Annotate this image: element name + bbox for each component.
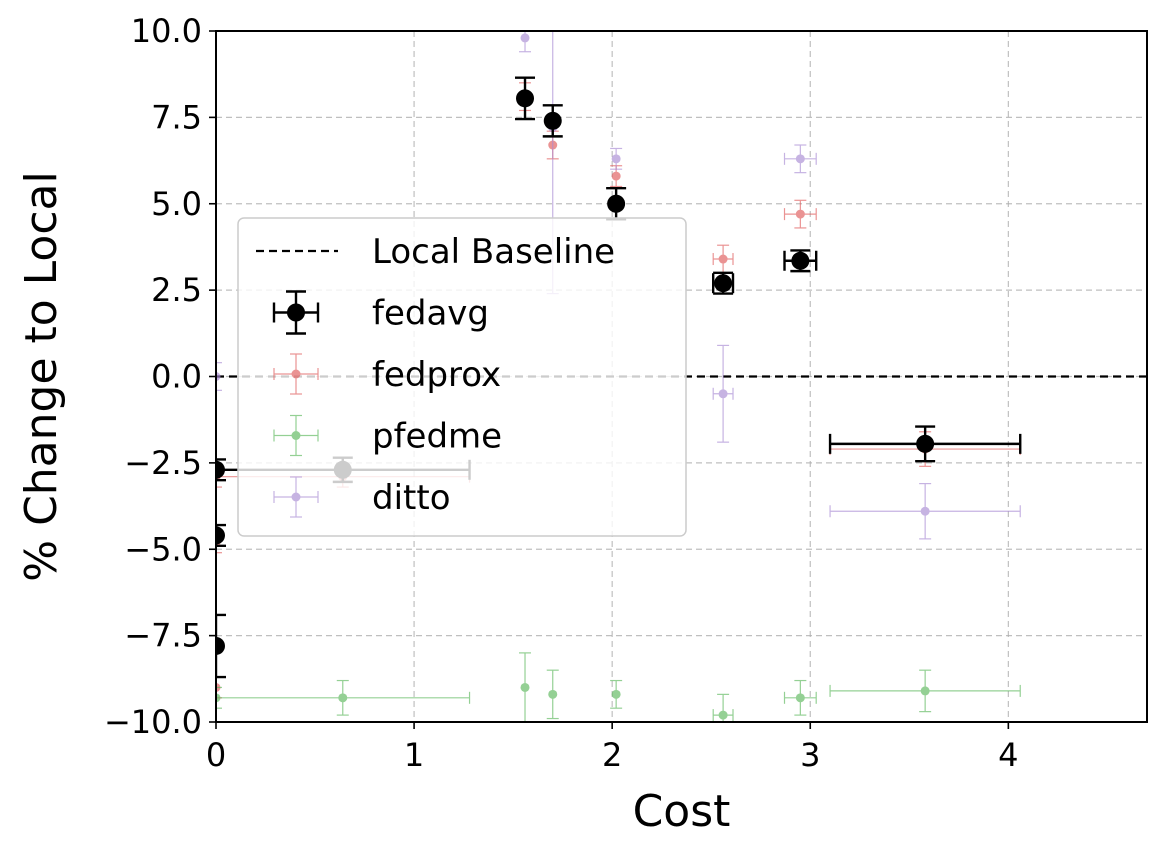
legend-swatch-marker xyxy=(291,369,301,379)
legend-label: pfedme xyxy=(372,417,502,457)
fedprox-marker xyxy=(611,171,621,181)
y-tick-label: −7.5 xyxy=(124,617,202,655)
ditto-marker xyxy=(216,372,221,381)
pfedme-point xyxy=(546,669,559,720)
fedprox-marker xyxy=(718,254,728,264)
y-tick-label: −5.0 xyxy=(124,530,202,568)
ditto-marker xyxy=(718,389,728,399)
y-tick-label: −2.5 xyxy=(124,444,202,482)
legend-label: ditto xyxy=(372,478,451,518)
legend-swatch-pfedme xyxy=(273,414,319,457)
fedprox-marker xyxy=(795,209,805,219)
x-tick-label: 2 xyxy=(602,736,622,774)
legend-swatch-fedprox xyxy=(273,353,319,395)
legend: Local Baseline fedavg fedprox pfedme ditto xyxy=(237,217,687,537)
ditto-point xyxy=(829,483,1021,540)
pfedme-marker xyxy=(795,693,805,703)
pfedme-point xyxy=(610,679,623,709)
x-tick-label: 3 xyxy=(800,736,820,774)
y-tick-label: 2.5 xyxy=(151,271,202,309)
pfedme-marker xyxy=(611,689,621,699)
legend-entry-fedprox: fedprox xyxy=(273,353,501,395)
pfedme-marker xyxy=(718,710,728,720)
pfedme-point xyxy=(519,652,532,722)
legend-box xyxy=(237,217,687,537)
axis-ticks: 0 1 2 3 4 −10.0 −7.5 −5.0 −2.5 0.0 2.5 5.0 7.5 10.0 xyxy=(104,12,1019,774)
pfedme-marker xyxy=(548,689,558,699)
legend-swatch-marker xyxy=(291,431,301,440)
fedavg-point xyxy=(216,613,226,679)
fedavg-point xyxy=(606,187,627,221)
legend-entry-pfedme: pfedme xyxy=(273,414,502,457)
fedavg-point xyxy=(711,271,735,295)
series-pfedme xyxy=(216,652,1021,722)
fedavg-marker xyxy=(607,194,626,213)
pfedme-point xyxy=(712,693,734,722)
legend-swatch-ditto xyxy=(273,476,319,518)
fedprox-point xyxy=(712,244,734,274)
legend-label: fedavg xyxy=(372,294,489,334)
y-tick-label: 5.0 xyxy=(151,185,202,223)
y-tick-label: 0.0 xyxy=(151,358,202,396)
fedavg-point xyxy=(216,523,226,547)
fedavg-point xyxy=(828,425,1022,463)
ditto-point xyxy=(783,144,817,174)
fedavg-marker xyxy=(216,526,225,545)
ditto-marker xyxy=(795,154,805,164)
pfedme-point xyxy=(829,669,1021,713)
ditto-point xyxy=(610,147,623,170)
pfedme-marker xyxy=(338,693,348,703)
legend-entry-fedavg: fedavg xyxy=(272,290,489,335)
fedavg-marker xyxy=(516,89,535,108)
ditto-marker xyxy=(520,33,530,43)
y-tick-label: 10.0 xyxy=(131,12,202,50)
pfedme-point xyxy=(783,679,817,716)
legend-entries: Local Baseline fedavg fedprox pfedme ditto xyxy=(256,232,615,518)
fedavg-marker xyxy=(216,636,225,655)
x-tick-label: 4 xyxy=(998,736,1018,774)
fedprox-point xyxy=(783,199,817,229)
y-tick-label: −10.0 xyxy=(104,703,202,741)
fedavg-marker xyxy=(791,251,810,270)
ditto-marker xyxy=(611,154,621,164)
y-axis-title: % Change to Local xyxy=(16,171,67,581)
fedavg-point xyxy=(515,76,536,121)
series-fedavg xyxy=(216,76,1022,679)
legend-label: Local Baseline xyxy=(372,232,615,272)
legend-swatch-marker xyxy=(287,303,305,322)
legend-swatch-marker xyxy=(291,492,301,502)
pfedme-marker xyxy=(920,686,930,696)
legend-label: fedprox xyxy=(372,355,501,395)
pfedme-marker xyxy=(520,682,530,692)
legend-swatch-fedavg xyxy=(272,290,320,335)
legend-entry-ditto: ditto xyxy=(273,476,451,518)
x-axis-title: Cost xyxy=(633,786,731,837)
fedavg-point xyxy=(542,104,563,138)
fedavg-marker xyxy=(543,111,562,130)
pfedme-point xyxy=(216,679,471,716)
fedavg-marker xyxy=(916,434,935,453)
ditto-point xyxy=(519,31,532,53)
x-tick-label: 1 xyxy=(404,736,424,774)
ditto-marker xyxy=(920,506,930,516)
legend-entry-local-baseline: Local Baseline xyxy=(256,232,615,272)
ditto-point xyxy=(216,362,222,391)
fedavg-marker xyxy=(714,274,733,293)
y-tick-label: 7.5 xyxy=(151,98,202,136)
ditto-point xyxy=(712,344,734,443)
fedavg-point xyxy=(783,249,818,273)
x-tick-label: 0 xyxy=(206,736,226,774)
